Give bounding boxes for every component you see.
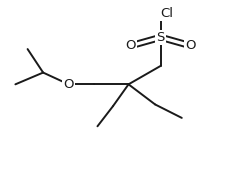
Text: Cl: Cl: [160, 7, 173, 20]
Text: O: O: [63, 78, 74, 91]
Text: O: O: [125, 39, 135, 52]
Text: O: O: [184, 39, 195, 52]
Text: S: S: [156, 31, 164, 44]
